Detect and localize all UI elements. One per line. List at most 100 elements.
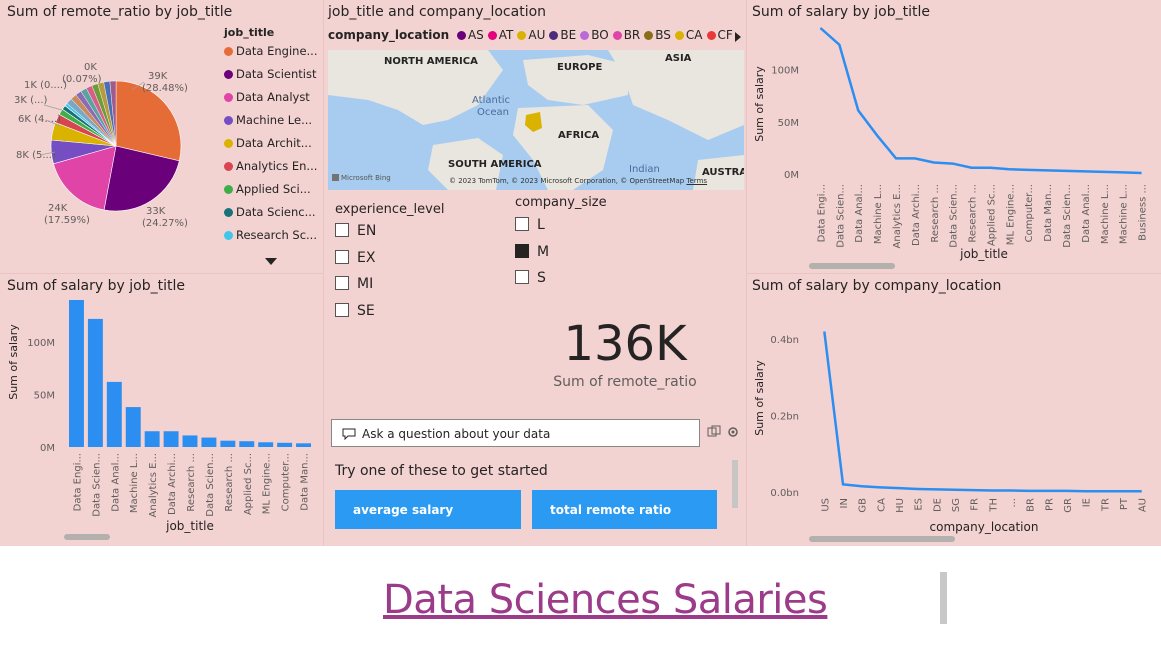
legend-item[interactable]: Applied Sci... xyxy=(224,182,311,196)
slicer-option[interactable]: M xyxy=(515,243,549,260)
map-legend-item[interactable]: BE xyxy=(549,28,576,42)
map-legend-label: BE xyxy=(560,28,577,42)
legend-item[interactable]: Data Archit... xyxy=(224,136,312,150)
map-region-label: EUROPE xyxy=(557,62,603,73)
y-tick-label: 0.4bn xyxy=(770,335,799,346)
x-tick-label: Data Anal... xyxy=(110,453,121,512)
bar xyxy=(239,441,255,447)
x-tick-label: Computer... xyxy=(281,453,292,511)
slicer-option[interactable]: EX xyxy=(335,249,375,266)
map-view[interactable]: NORTH AMERICA EUROPE ASIA Atlantic Ocean… xyxy=(328,50,744,190)
map-legend-label: CA xyxy=(685,28,703,42)
bar xyxy=(182,435,198,447)
legend-item[interactable]: Machine Le... xyxy=(224,113,312,127)
x-tick-label: GB xyxy=(858,498,869,513)
map-legend-item[interactable]: CA xyxy=(674,28,703,42)
legend-item[interactable]: Data Engine... xyxy=(224,44,318,58)
chevron-right-icon[interactable] xyxy=(735,32,741,42)
chevron-down-icon[interactable] xyxy=(265,258,277,265)
x-tick-label: Data Anal... xyxy=(854,184,865,243)
slicer-option[interactable]: L xyxy=(515,217,545,233)
legend-item[interactable]: Data Scienc... xyxy=(224,205,316,219)
map-legend-item[interactable]: BR xyxy=(612,28,641,42)
map-region-label: Ocean xyxy=(477,107,509,118)
legend-item[interactable]: Data Scientist xyxy=(224,67,317,81)
salary-by-location-line-panel[interactable]: Sum of salary by company_location 0.0bn 0… xyxy=(747,274,1161,546)
x-tick-label: ES xyxy=(914,498,925,511)
slicer-option[interactable]: EN xyxy=(335,223,376,239)
checkbox-icon[interactable] xyxy=(335,276,349,290)
map-legend-label: BR xyxy=(623,28,641,42)
slicer-option[interactable]: MI xyxy=(335,276,373,292)
x-tick-label: Data Scien... xyxy=(91,453,102,517)
horizontal-scrollbar[interactable] xyxy=(64,534,110,540)
bar xyxy=(258,442,274,447)
legend-title: job_title xyxy=(224,26,275,39)
x-tick-label: Data Scien... xyxy=(949,184,960,248)
legend-dot-icon xyxy=(580,31,590,40)
x-tick-label: Data Scien... xyxy=(835,184,846,248)
legend-item[interactable]: Analytics En... xyxy=(224,159,317,173)
checkbox-icon[interactable] xyxy=(335,223,349,237)
report-title-link[interactable]: Data Sciences Salaries xyxy=(383,577,828,623)
map-legend-item[interactable]: BO xyxy=(580,28,609,42)
suggestion-total-remote-ratio-button[interactable]: total remote ratio xyxy=(532,490,717,529)
panel-title: Sum of salary by job_title xyxy=(7,278,185,294)
map-legend-label: AS xyxy=(467,28,484,42)
map-legend-label: AT xyxy=(498,28,514,42)
x-tick-label: Research ... xyxy=(186,453,197,512)
legend-item[interactable]: Research Sc... xyxy=(224,228,317,242)
leader-line xyxy=(43,104,63,111)
map-legend-label: AU xyxy=(528,28,546,42)
suggestion-average-salary-button[interactable]: average salary xyxy=(335,490,521,529)
map-legend-item[interactable]: AS xyxy=(456,28,484,42)
pie-data-label: (17.59%) xyxy=(44,215,90,226)
bar xyxy=(277,442,293,447)
legend-label: Data Scientist xyxy=(236,67,317,81)
checkbox-icon[interactable] xyxy=(515,270,529,284)
slicer-option[interactable]: S xyxy=(515,270,546,286)
pie-slice xyxy=(103,145,180,212)
x-tick-label: PR xyxy=(1044,498,1055,511)
qa-layout-icon[interactable] xyxy=(707,425,721,439)
slicer-option-label: L xyxy=(537,217,545,233)
map-legend-item[interactable]: AU xyxy=(517,28,545,42)
bar xyxy=(125,407,141,447)
gear-icon[interactable] xyxy=(726,425,740,439)
legend-item[interactable]: Data Analyst xyxy=(224,90,310,104)
legend-dot-icon xyxy=(224,162,233,171)
legend-dot-icon xyxy=(644,31,654,40)
pie-chart[interactable]: 39K(28.48%) 33K(24.27%) 24K(17.59%) 8K (5..… xyxy=(0,0,323,273)
x-axis-title: job_title xyxy=(959,247,1008,261)
horizontal-scrollbar[interactable] xyxy=(809,536,955,542)
legend-dot-icon xyxy=(224,139,233,148)
salary-line-chart[interactable]: 0M 50M 100M Data Engi... Data Scien... Data A… xyxy=(747,0,1161,272)
location-line-chart[interactable]: 0.0bn 0.2bn 0.4bn US IN GB CA HU ES DE SG FR TH... BR… xyxy=(747,274,1161,546)
map-legend-item[interactable]: BS xyxy=(644,28,671,42)
checkbox-icon[interactable] xyxy=(335,249,349,264)
checkbox-icon[interactable] xyxy=(335,302,349,317)
checkbox-checked-icon[interactable] xyxy=(515,243,529,258)
map-legend-label: CF xyxy=(717,28,733,42)
salary-by-title-bar-panel[interactable]: Sum of salary by job_title 0M 50M 100M Data… xyxy=(0,274,323,546)
salary-bar-chart[interactable]: 0M 50M 100M Data Engi... Data Scien... Data A… xyxy=(0,274,323,546)
horizontal-scrollbar[interactable] xyxy=(809,263,895,269)
world-map xyxy=(328,50,744,190)
vertical-scrollbar[interactable] xyxy=(732,460,738,508)
salary-by-title-line-panel[interactable]: Sum of salary by job_title 0M 50M 100M Data… xyxy=(747,0,1161,272)
y-tick-label: 0.2bn xyxy=(770,412,799,423)
map-legend-item[interactable]: CF xyxy=(706,28,733,42)
terms-link[interactable]: Terms xyxy=(686,177,708,185)
qa-input[interactable]: Ask a question about your data xyxy=(331,419,700,447)
chat-icon xyxy=(342,428,356,440)
pie-data-label: (28.48%) xyxy=(142,83,188,94)
x-tick-label: Data Man... xyxy=(300,453,311,511)
checkbox-icon[interactable] xyxy=(515,217,529,231)
slicer-option[interactable]: SE xyxy=(335,302,375,319)
map-legend-item[interactable]: AT xyxy=(487,28,514,42)
pie-data-label: 3K (...) xyxy=(14,95,48,106)
y-tick-label: 50M xyxy=(778,118,799,129)
legend-dot-icon xyxy=(706,31,716,40)
pie-panel[interactable]: Sum of remote_ratio by job_title 39K (28.… xyxy=(0,0,323,273)
x-tick-label: HU xyxy=(895,498,906,513)
